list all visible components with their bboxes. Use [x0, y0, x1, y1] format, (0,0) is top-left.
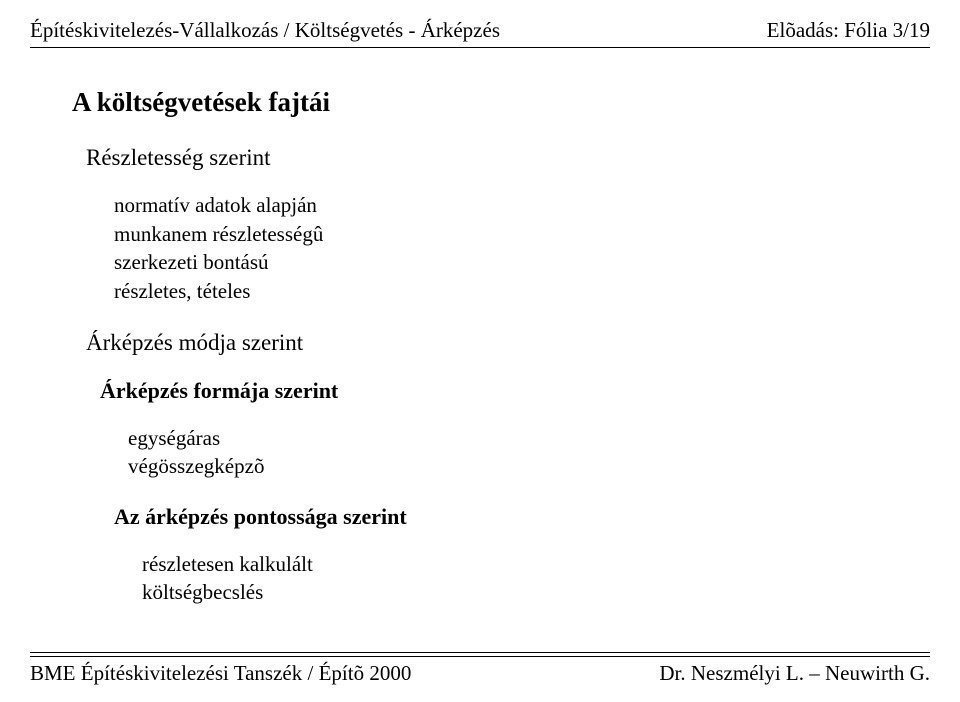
header-right: Elõadás: Fólia 3/19: [767, 18, 930, 43]
list-item: egységáras: [128, 424, 930, 452]
footer-left: BME Építéskivitelezési Tanszék / Építõ 2…: [30, 661, 411, 686]
section-2-list: egységáras végösszegképzõ: [128, 424, 930, 481]
footer-rule-2: [30, 656, 930, 657]
section-1-heading: Részletesség szerint: [86, 142, 930, 173]
list-item: munkanem részletességû: [114, 220, 930, 248]
section-1-list: normatív adatok alapján munkanem részlet…: [114, 191, 930, 304]
footer-row: BME Építéskivitelezési Tanszék / Építõ 2…: [30, 661, 930, 686]
header-left: Építéskivitelezés-Vállalkozás / Költségv…: [30, 18, 500, 43]
list-item: végösszegképzõ: [128, 452, 930, 480]
section-2-sublist: részletesen kalkulált költségbecslés: [142, 550, 930, 607]
list-item: részletesen kalkulált: [142, 550, 930, 578]
section-2-subsubheading: Az árképzés pontossága szerint: [114, 502, 930, 532]
footer-rule-1: [30, 652, 930, 653]
content-area: A költségvetések fajtái Részletesség sze…: [30, 48, 930, 607]
section-2-subheading: Árképzés formája szerint: [100, 376, 930, 406]
list-item: részletes, tételes: [114, 277, 930, 305]
list-item: normatív adatok alapján: [114, 191, 930, 219]
header-row: Építéskivitelezés-Vállalkozás / Költségv…: [30, 18, 930, 43]
slide-page: Építéskivitelezés-Vállalkozás / Költségv…: [0, 0, 960, 702]
section-2-heading: Árképzés módja szerint: [86, 327, 930, 358]
page-title: A költségvetések fajtái: [72, 84, 930, 120]
list-item: szerkezeti bontású: [114, 248, 930, 276]
list-item: költségbecslés: [142, 578, 930, 606]
footer-right: Dr. Neszmélyi L. – Neuwirth G.: [659, 661, 930, 686]
footer: BME Építéskivitelezési Tanszék / Építõ 2…: [30, 652, 930, 686]
